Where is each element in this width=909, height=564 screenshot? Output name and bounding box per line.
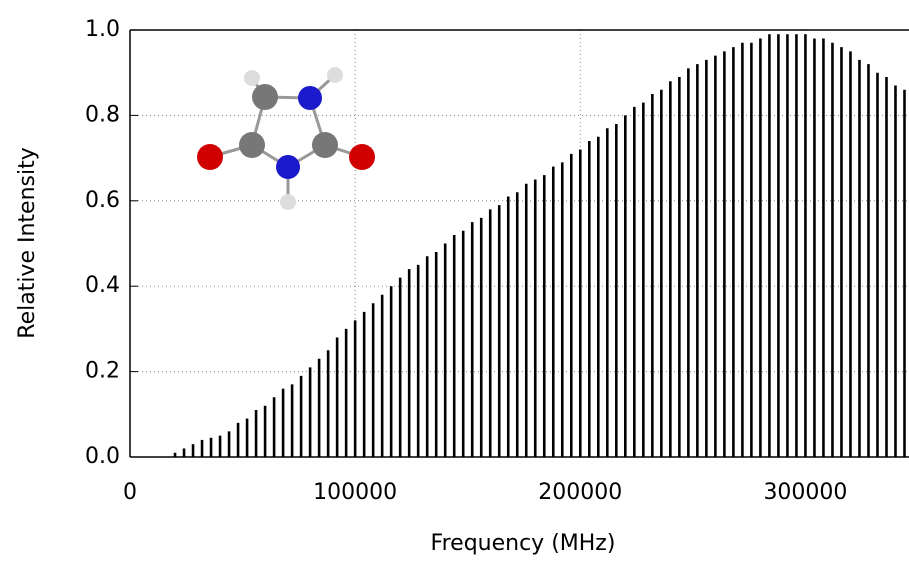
x-axis-label: Frequency (MHz) bbox=[431, 531, 616, 556]
x-tick-label: 0 bbox=[123, 480, 137, 505]
y-axis-label: Relative Intensity bbox=[15, 147, 40, 338]
y-tick-label: 0.0 bbox=[85, 444, 120, 469]
y-tick-label: 0.6 bbox=[85, 188, 120, 213]
molecule bbox=[197, 67, 375, 210]
x-tick-label: 200000 bbox=[538, 480, 622, 505]
y-tick-label: 0.8 bbox=[85, 102, 120, 127]
x-tick-label: 300000 bbox=[763, 480, 847, 505]
y-tick-label: 1.0 bbox=[85, 17, 120, 42]
y-tick-label: 0.2 bbox=[85, 359, 120, 384]
x-tick-label: 100000 bbox=[313, 480, 397, 505]
y-tick-label: 0.4 bbox=[85, 273, 120, 298]
